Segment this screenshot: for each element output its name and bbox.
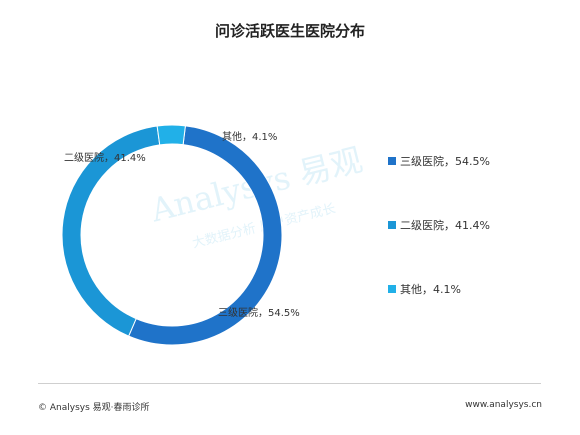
slice-label: 二级医院，41.4% [64, 151, 146, 164]
legend-swatch [388, 285, 396, 293]
footer-copyright: © Analysys 易观·春雨诊所 [38, 403, 150, 413]
donut-chart: 三级医院，54.5% 二级医院，41.4% 其他，4.1% [61, 124, 300, 346]
legend-swatch [388, 221, 396, 229]
legend-label: 二级医院，41.4% [400, 219, 490, 232]
chart-title: 问诊活跃医生医院分布 [214, 22, 365, 40]
slice-label: 三级医院，54.5% [218, 306, 300, 319]
footer-divider [38, 383, 541, 384]
legend-item: 三级医院，54.5% [388, 153, 490, 169]
donut-slice [156, 124, 186, 146]
legend-label: 其他，4.1% [400, 283, 461, 296]
slice-label: 其他，4.1% [222, 130, 277, 143]
legend-swatch [388, 157, 396, 165]
footer-website: www.analysys.cn [465, 400, 542, 410]
legend-label: 三级医院，54.5% [400, 155, 490, 168]
legend-item: 二级医院，41.4% [388, 217, 490, 233]
chart-legend: 三级医院，54.5% 二级医院，41.4% 其他，4.1% [388, 153, 490, 297]
legend-item: 其他，4.1% [388, 281, 490, 297]
